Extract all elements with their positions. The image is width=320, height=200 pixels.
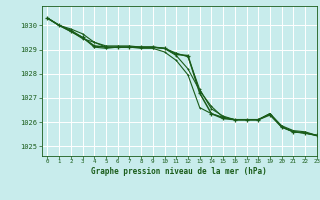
X-axis label: Graphe pression niveau de la mer (hPa): Graphe pression niveau de la mer (hPa) (91, 167, 267, 176)
